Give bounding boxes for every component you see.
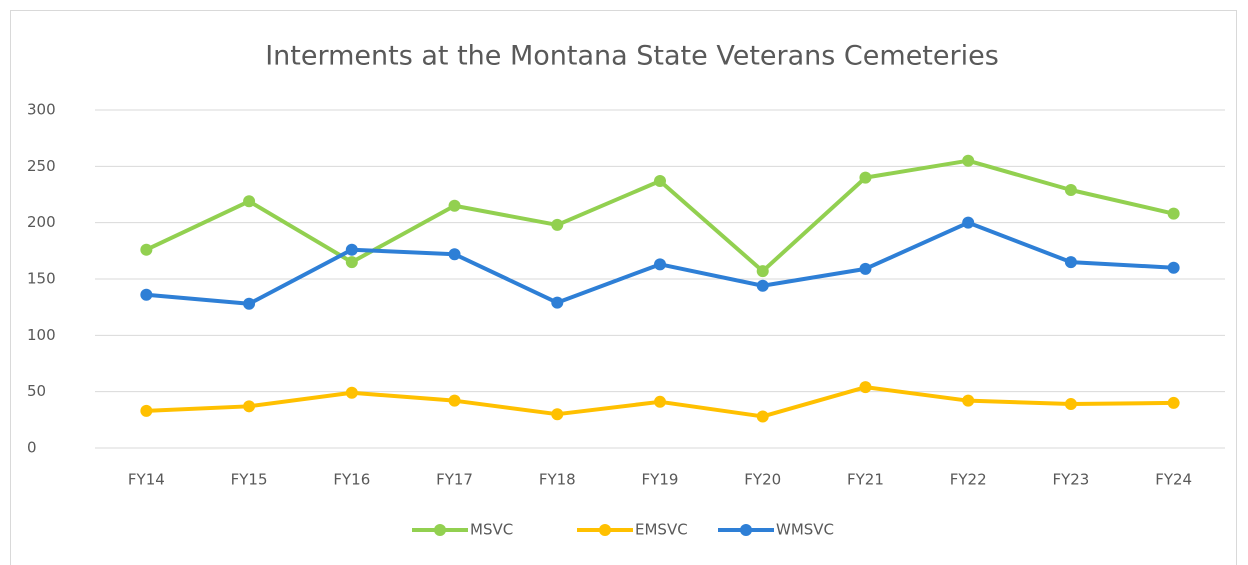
point (243, 195, 256, 208)
legend-label: EMSVC (635, 521, 688, 539)
point (243, 400, 256, 413)
point (859, 262, 872, 275)
point (448, 394, 461, 407)
point (551, 218, 564, 231)
point (345, 256, 358, 269)
y-tick-label: 200 (27, 213, 56, 231)
point (962, 394, 975, 407)
legend-marker (434, 524, 446, 536)
point (140, 288, 153, 301)
y-tick-label: 250 (27, 157, 56, 175)
chart-title: Interments at the Montana State Veterans… (265, 41, 999, 72)
x-tick-label: FY17 (436, 471, 473, 489)
point (756, 279, 769, 292)
legend-label: MSVC (470, 521, 513, 539)
point (654, 395, 666, 408)
y-tick-label: 50 (27, 382, 46, 400)
point (1167, 207, 1180, 220)
point (243, 297, 256, 310)
y-tick-label: 300 (27, 101, 56, 119)
point (140, 404, 153, 417)
point (140, 243, 153, 256)
point (859, 381, 872, 394)
point (345, 243, 358, 256)
x-tick-label: FY15 (231, 471, 268, 489)
point (1064, 398, 1077, 411)
x-tick-label: FY23 (1052, 471, 1089, 489)
point (962, 154, 975, 167)
legend-label: WMSVC (776, 521, 834, 539)
point (1167, 261, 1180, 274)
x-tick-label: FY24 (1155, 471, 1192, 489)
point (962, 216, 975, 229)
x-tick-label: FY19 (642, 471, 679, 489)
point (756, 410, 769, 423)
x-tick-label: FY16 (333, 471, 370, 489)
chart-border (10, 10, 1237, 565)
point (654, 174, 666, 187)
x-tick-label: FY21 (847, 471, 884, 489)
point (448, 199, 461, 212)
y-tick-label: 100 (27, 326, 56, 344)
point (1167, 396, 1180, 409)
legend-marker (599, 524, 611, 536)
x-tick-label: FY14 (128, 471, 165, 489)
point (1064, 183, 1077, 196)
point (859, 171, 872, 184)
point (654, 258, 666, 271)
legend-marker (740, 524, 752, 536)
x-tick-label: FY18 (539, 471, 576, 489)
point (345, 386, 358, 399)
x-tick-label: FY22 (950, 471, 987, 489)
x-tick-label: FY20 (744, 471, 781, 489)
point (1064, 256, 1077, 269)
point (551, 296, 564, 309)
point (551, 408, 564, 421)
y-tick-label: 0 (27, 439, 37, 457)
point (756, 265, 769, 278)
y-tick-label: 150 (27, 270, 56, 288)
point (448, 248, 461, 261)
